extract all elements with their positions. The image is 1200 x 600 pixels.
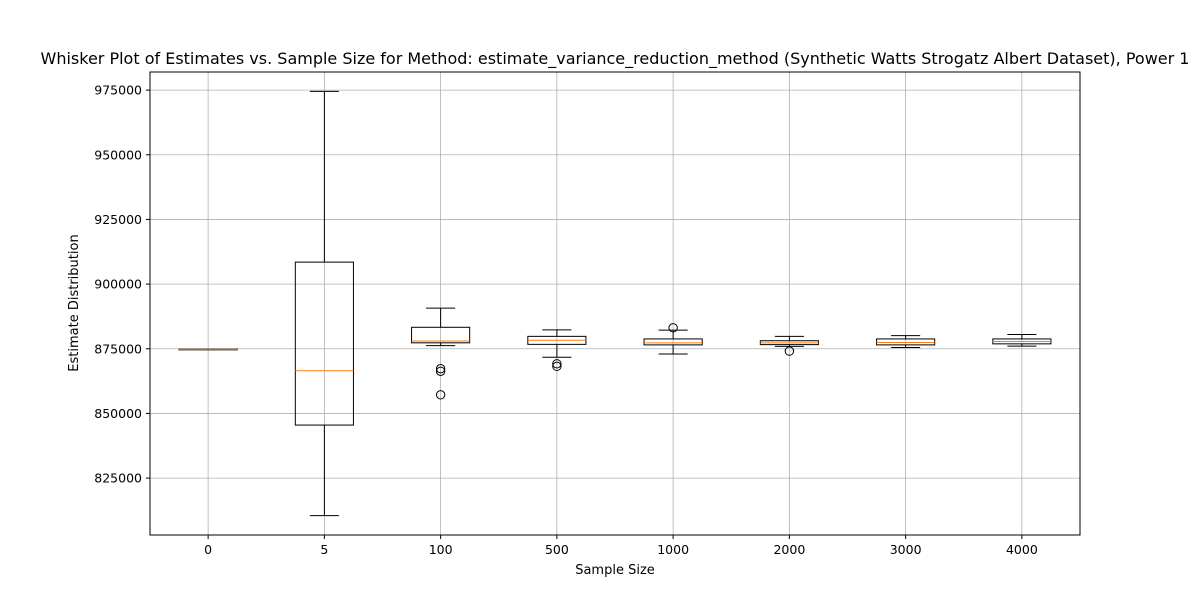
box-0 [178, 348, 238, 351]
iqr-box [294, 261, 354, 426]
y-tick-label: 825000 [94, 471, 142, 486]
x-axis-label: Sample Size [575, 563, 655, 578]
outlier-point [784, 346, 795, 356]
box-100 [411, 307, 471, 400]
outlier-point [435, 390, 446, 400]
x-ticks: 0 5 100 500 1000 2000 3000 4000 [204, 535, 1038, 557]
box-2000 [759, 335, 819, 356]
y-tick-label: 875000 [94, 341, 142, 356]
outlier-point [668, 323, 678, 333]
x-tick-label: 500 [545, 542, 569, 557]
outlier-point [552, 359, 562, 369]
outlier-point [435, 363, 446, 374]
box-500 [527, 329, 587, 372]
y-tick-label: 900000 [94, 277, 142, 292]
box-5 [294, 90, 354, 517]
grid-lines [150, 72, 1080, 535]
x-tick-label: 100 [429, 542, 453, 557]
iqr-box [876, 338, 936, 346]
x-tick-label: 3000 [890, 542, 922, 557]
iqr-box [643, 338, 703, 346]
y-tick-label: 850000 [94, 406, 142, 421]
outlier-point [435, 366, 446, 376]
x-tick-label: 0 [204, 542, 212, 557]
x-tick-label: 4000 [1006, 542, 1038, 557]
y-ticks: 825000 850000 875000 900000 925000 950000 9750… [94, 83, 150, 486]
y-axis-label: Estimate Distribution [67, 234, 82, 371]
x-tick-label: 1000 [657, 542, 689, 557]
box-3000 [876, 335, 936, 348]
plot-frame [149, 71, 1081, 536]
iqr-box [411, 326, 471, 344]
box-1000 [643, 323, 703, 355]
chart-title: Whisker Plot of Estimates vs. Sample Siz… [41, 49, 1190, 69]
y-tick-label: 950000 [94, 147, 142, 162]
y-tick-label: 925000 [94, 212, 142, 227]
x-tick-label: 2000 [773, 542, 805, 557]
box-4000 [992, 334, 1052, 347]
y-tick-label: 975000 [94, 83, 142, 98]
x-tick-label: 5 [320, 542, 328, 557]
outlier-point [552, 361, 562, 372]
boxes [178, 90, 1052, 517]
